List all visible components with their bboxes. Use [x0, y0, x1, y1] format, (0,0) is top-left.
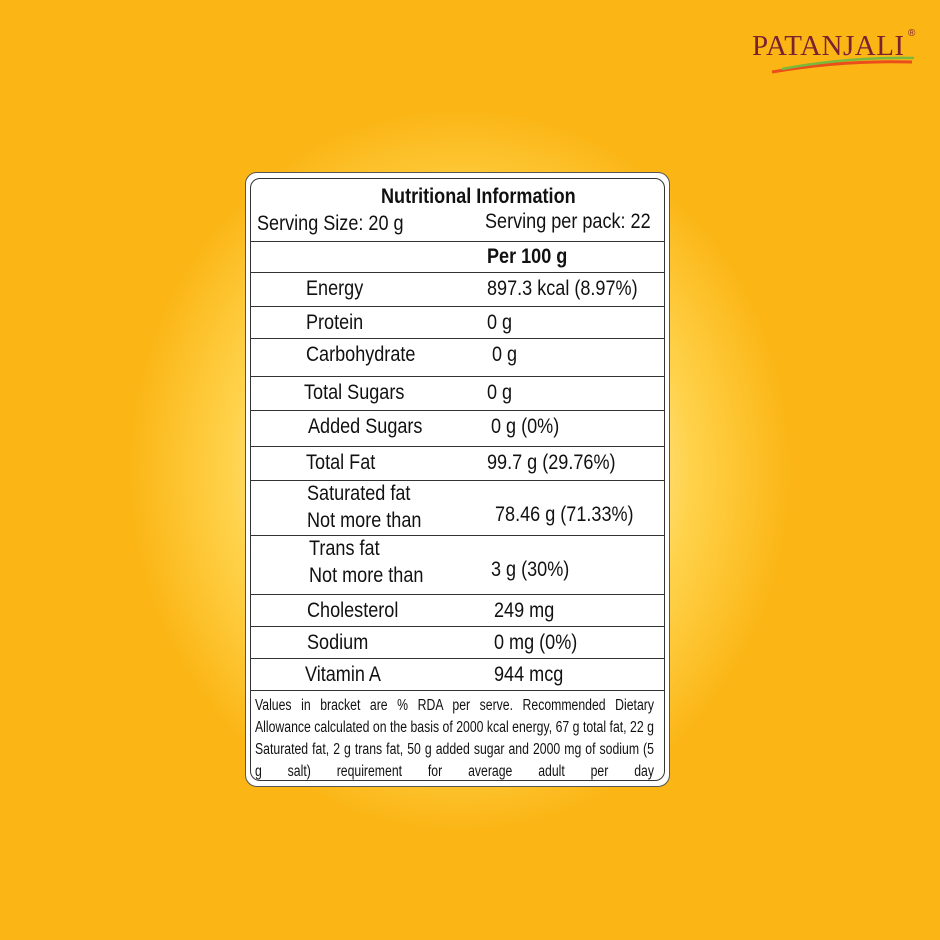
nutrient-value: 249 mg: [494, 599, 555, 622]
servings-per-pack: Serving per pack: 22: [485, 210, 651, 233]
nutrient-row: Saturated fat Not more than 78.46 g (71.33…: [251, 480, 664, 536]
nutrient-value: 0 g (0%): [491, 415, 560, 438]
nutrient-name: Energy: [306, 277, 364, 300]
nutrient-row: Trans fat Not more than 3 g (30%): [251, 535, 664, 595]
nutrient-row: Added Sugars 0 g (0%): [251, 410, 664, 447]
logo-text: PATANJALI: [752, 30, 905, 62]
logo-swoosh: [771, 56, 915, 74]
nutrient-value: 0 mg (0%): [494, 631, 578, 654]
footnote: Values in bracket are % RDA per serve. R…: [255, 697, 654, 780]
nutrient-value: 944 mcg: [494, 663, 564, 686]
column-header: Per 100 g: [487, 245, 568, 268]
nutrient-qualifier: Not more than: [307, 509, 422, 532]
nutrient-value: 897.3 kcal (8.97%): [487, 277, 638, 300]
nutrient-value: 3 g (30%): [491, 558, 570, 581]
nutrient-name: Carbohydrate: [306, 343, 416, 366]
patanjali-logo: PATANJALI ®: [752, 28, 922, 80]
nutrient-name: Added Sugars: [308, 415, 423, 438]
nutrient-row: Sodium 0 mg (0%): [251, 626, 664, 659]
nutrient-name: Total Fat: [306, 451, 376, 474]
nutrient-row: Carbohydrate 0 g: [251, 338, 664, 377]
registered-mark: ®: [908, 28, 916, 39]
nutrient-row: Cholesterol 249 mg: [251, 594, 664, 627]
divider: [251, 241, 664, 242]
nutrient-name: Cholesterol: [307, 599, 399, 622]
nutrient-row: Vitamin A 944 mcg: [251, 658, 664, 691]
nutrient-value: 0 g: [492, 343, 518, 366]
nutrient-name: Sodium: [307, 631, 369, 654]
nutrient-name: Saturated fat: [307, 482, 411, 505]
nutrient-value: 0 g: [487, 381, 513, 404]
nutrient-row: Energy 897.3 kcal (8.97%): [251, 272, 664, 307]
nutrient-row: Total Sugars 0 g: [251, 376, 664, 411]
nutrient-name: Vitamin A: [305, 663, 381, 686]
nutrient-value: 99.7 g (29.76%): [487, 451, 616, 474]
nutrient-name: Trans fat: [309, 537, 380, 560]
nutrient-value: 78.46 g (71.33%): [495, 503, 634, 526]
serving-size: Serving Size: 20 g: [257, 212, 404, 235]
nutrient-row: Total Fat 99.7 g (29.76%): [251, 446, 664, 481]
nutrient-name: Total Sugars: [304, 381, 405, 404]
nutrient-row: Protein 0 g: [251, 306, 664, 339]
nutrient-value: 0 g: [487, 311, 513, 334]
label-title: Nutritional Information: [381, 185, 576, 208]
nutrition-label: Nutritional Information Serving Size: 20…: [245, 172, 670, 787]
nutrient-name: Protein: [306, 311, 364, 334]
nutrient-qualifier: Not more than: [309, 564, 424, 587]
footnote-section: Values in bracket are % RDA per serve. R…: [251, 690, 664, 780]
